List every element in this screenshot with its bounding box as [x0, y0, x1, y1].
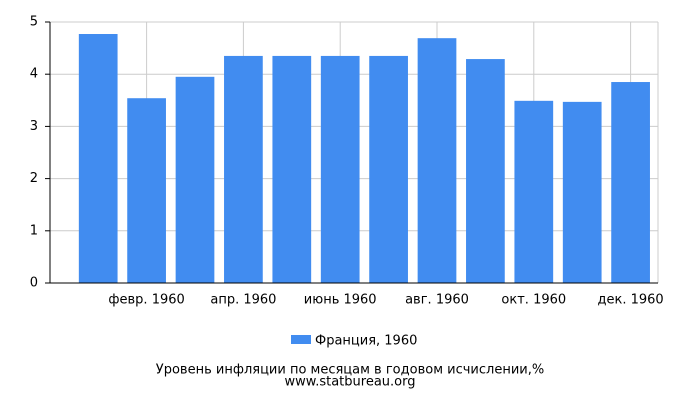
y-tick-label: 4	[30, 67, 38, 82]
x-tick-label: авг. 1960	[405, 293, 469, 308]
bar	[514, 100, 554, 284]
bar	[272, 55, 312, 284]
y-tick-label: 2	[30, 171, 38, 186]
bar	[466, 59, 505, 284]
x-tick-label: окт. 1960	[501, 293, 566, 308]
bar	[320, 55, 360, 284]
bar	[127, 98, 166, 283]
bar	[369, 55, 408, 284]
x-tick-label: июнь 1960	[304, 293, 377, 308]
bar	[562, 101, 602, 283]
legend-label: Франция, 1960	[315, 334, 417, 349]
y-tick-label: 5	[30, 15, 38, 30]
legend-swatch	[291, 335, 311, 344]
y-tick-label: 0	[30, 276, 38, 291]
chart-title: Уровень инфляции по месяцам в годовом ис…	[156, 363, 544, 378]
y-tick-label: 1	[30, 223, 38, 238]
bar	[224, 55, 263, 284]
bar	[417, 38, 457, 283]
bar	[78, 34, 118, 284]
bar	[175, 76, 215, 283]
x-tick-label: февр. 1960	[108, 293, 184, 308]
y-tick-label: 3	[30, 119, 38, 134]
source: www.statbureau.org	[285, 375, 416, 390]
x-tick-label: дек. 1960	[598, 293, 664, 308]
bar	[611, 82, 650, 283]
x-tick-label: апр. 1960	[210, 293, 276, 308]
